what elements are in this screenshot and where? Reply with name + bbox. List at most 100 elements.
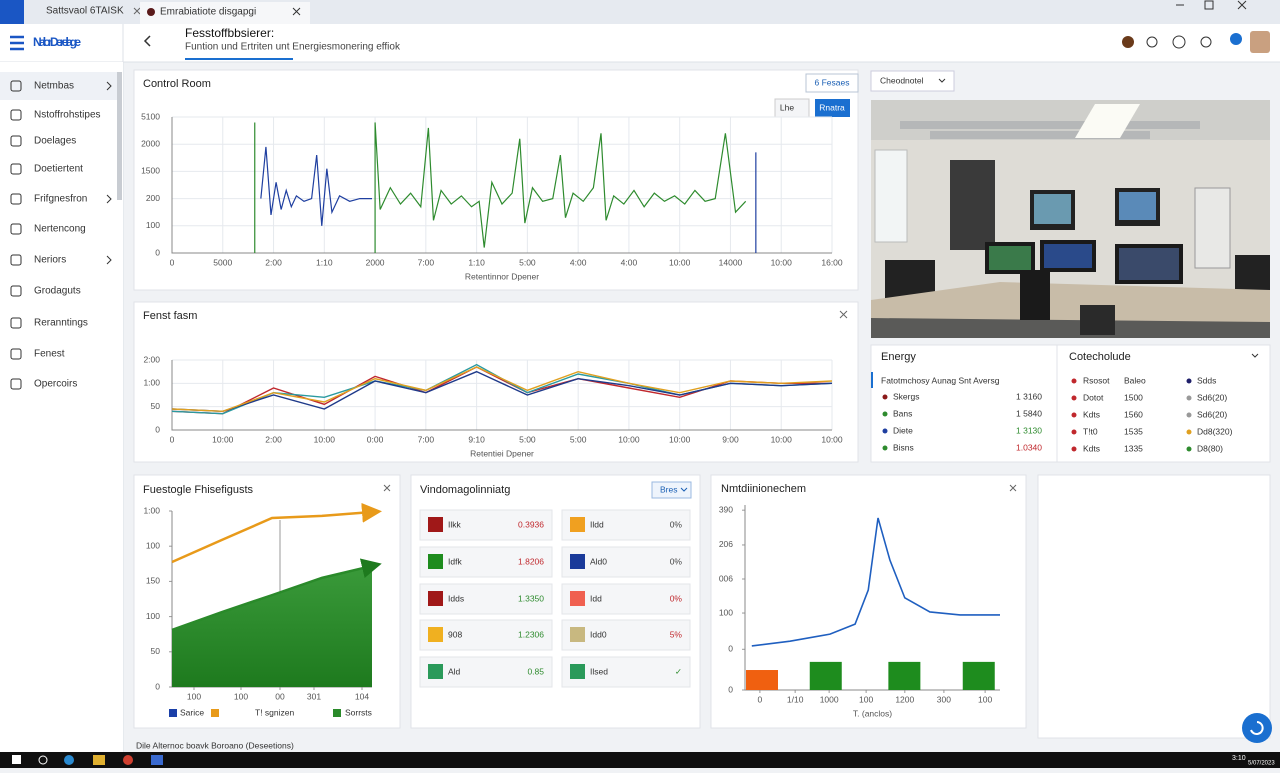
nav-item[interactable]: Nstoffrohstipes [34,110,101,121]
dot [1186,446,1192,452]
y-tick-label: 006 [719,573,733,583]
bar [888,661,921,690]
x-tick-label: 10:00 [618,434,640,444]
x-tick-label: 100 [859,694,873,704]
nav-icon [10,254,22,266]
chevron[interactable] [1251,353,1259,358]
x-tick-label: 2:00 [265,257,282,267]
dropdown[interactable] [651,481,692,499]
panel-title: Nmtdiinionechem [721,483,806,495]
y-tick-label: 0 [728,684,733,694]
nav-item[interactable]: Opercoirs [34,379,77,390]
item-value: 1.2306 [518,629,544,639]
button-label[interactable]: Rnatra [819,102,845,112]
row-value: 1.0340 [1016,442,1042,452]
camera-image [871,100,1270,338]
dropdown-label[interactable]: Bres [660,484,677,494]
item-label: Ildd [590,519,604,529]
item-label: 908 [448,629,462,639]
nav-item[interactable]: Grodaguts [34,286,81,297]
window-controls[interactable] [1176,0,1247,10]
dropdown-label[interactable]: Cheodnotel [880,75,924,85]
cell: 1500 [1124,392,1143,402]
area-edge [171,558,382,632]
nav-item[interactable]: Doetiertent [34,164,83,175]
icon[interactable] [1230,33,1242,45]
close[interactable] [1009,484,1017,492]
panel-title: Control Room [143,78,211,90]
icon[interactable] [1122,36,1134,48]
nav-item[interactable]: Reranntings [34,318,88,329]
icon[interactable] [1200,36,1212,48]
panel-title: Energy [881,351,916,363]
icon[interactable] [151,755,163,765]
nav-icon [10,223,22,235]
line [260,146,373,226]
sidebar-items: Netmbas Nstoffrohstipes Doelages Doetierten… [10,80,112,390]
row-name: Skergs [893,391,919,401]
x-tick-label: 7:00 [418,257,435,267]
item-label: Idd0 [590,629,607,639]
dropdown[interactable] [870,70,955,92]
nav-icon [10,378,22,390]
icon[interactable] [1172,35,1186,49]
fab[interactable] [1242,713,1272,743]
line [374,122,747,253]
button-label[interactable]: 6 Fesaes [815,77,850,87]
button[interactable] [815,99,850,117]
dot [1071,412,1077,418]
button-label[interactable]: Lhe [780,102,794,112]
line [171,366,832,415]
line [171,502,382,564]
nav-item[interactable]: Netmbas [34,81,74,92]
tab[interactable]: Sattsvaol 6TAISK [46,6,124,17]
icon[interactable] [1146,36,1158,48]
x-tick-label: 1/10 [787,694,804,704]
close[interactable] [383,484,391,492]
row-value: 1 3160 [1016,391,1042,401]
dot [1186,412,1192,418]
panel [133,69,859,291]
item-value: 5% [670,629,683,639]
back-button[interactable] [143,35,151,47]
cell: Kdts [1083,409,1100,419]
header-icons [1122,31,1270,53]
bar [962,661,995,690]
menu-button[interactable] [10,35,24,51]
nav-item[interactable]: Nertencong [34,224,86,235]
icon[interactable] [93,755,105,765]
y-tick-label: 1:00 [143,378,160,388]
active-tab[interactable] [140,2,310,24]
nav-icon [10,80,22,92]
tab-close[interactable] [292,7,301,16]
taskbar [0,752,1280,768]
icon[interactable] [38,755,48,765]
tab[interactable]: Emrabiatiote disgapgi [160,7,256,18]
close[interactable] [839,310,848,319]
icon[interactable] [123,755,133,765]
panel-title: Cotecholude [1069,351,1131,363]
nav-item[interactable]: Frifgnesfron [34,194,87,205]
tab-close[interactable] [133,7,141,15]
nav-item[interactable]: Doelages [34,136,76,147]
swatch [570,627,585,642]
y-tick-label: 100 [146,540,160,550]
panel-title: Fenst fasm [143,310,197,322]
x-tick-label: 00 [275,691,285,701]
button[interactable] [805,73,859,93]
icon[interactable] [64,755,74,765]
avatar[interactable] [1250,31,1270,53]
nav-item[interactable]: Neriors [34,255,66,266]
x-tick-label: 10:00 [212,434,234,444]
x-tick-label: 10:00 [771,257,793,267]
x-tick-label: 1:10 [468,257,485,267]
nav-icon [10,163,22,175]
item-label: Ald0 [590,556,607,566]
start[interactable] [12,755,21,764]
x-tick-label: 0 [170,434,175,444]
clock: 3:10 [1232,755,1246,762]
panel [870,344,1271,463]
x-tick-label: 5:00 [519,257,536,267]
x-tick-label: 9:10 [468,434,485,444]
nav-item[interactable]: Fenest [34,349,65,360]
